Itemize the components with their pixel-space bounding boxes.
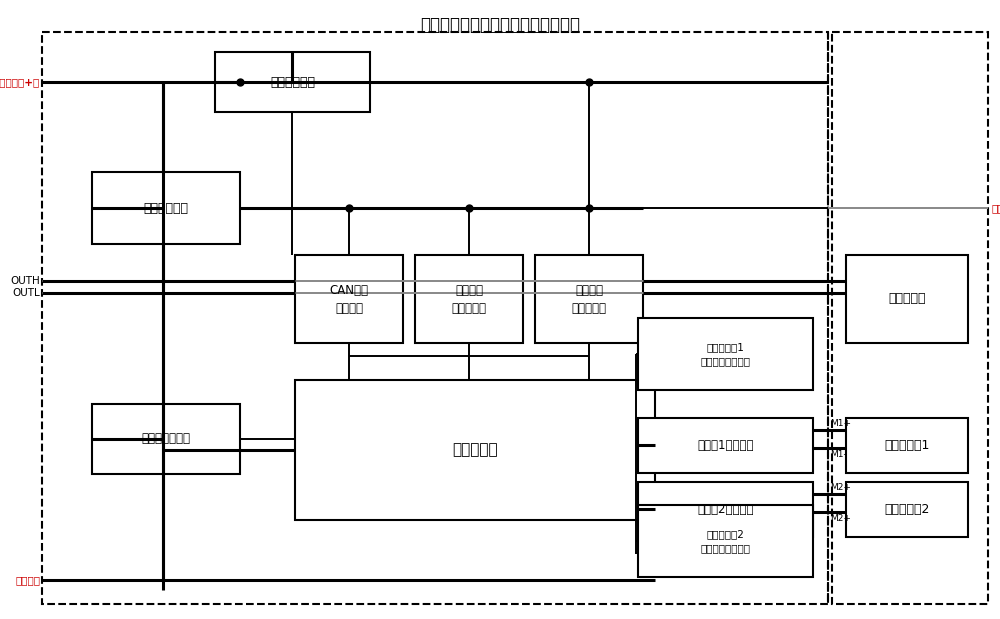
Bar (638, 318, 813, 390)
Text: 电子真空泵2
工作电流检测电路: 电子真空泵2 工作电流检测电路 (700, 529, 750, 553)
Text: 单片机电路: 单片机电路 (452, 443, 498, 457)
Text: 电子真空泵2: 电子真空泵2 (884, 503, 930, 516)
Bar (415, 255, 523, 343)
Text: 真空泵1驱动电路: 真空泵1驱动电路 (697, 439, 754, 452)
Text: 单片机调试电路: 单片机调试电路 (142, 433, 190, 446)
Text: M2+: M2+ (830, 483, 851, 492)
Bar (638, 418, 813, 473)
Text: M2+: M2+ (830, 514, 851, 523)
Text: 电源负极: 电源负极 (15, 575, 40, 585)
Text: M1+: M1+ (830, 419, 851, 428)
Bar (535, 255, 643, 343)
Text: 电源处理电路: 电源处理电路 (144, 202, 188, 215)
Bar (638, 482, 813, 537)
Bar (92, 172, 240, 244)
Text: 真空助力器: 真空助力器 (888, 293, 926, 306)
Text: 电压检测电路: 电压检测电路 (270, 76, 315, 89)
Text: OUTH: OUTH (10, 276, 40, 286)
Text: M1-: M1- (830, 450, 847, 459)
Text: 电子真空泵1
工作电流检测电路: 电子真空泵1 工作电流检测电路 (700, 342, 750, 366)
Text: 电子真空泵1: 电子真空泵1 (884, 439, 930, 452)
Bar (846, 255, 968, 343)
Text: 外界大气: 外界大气 (992, 203, 1000, 213)
Bar (295, 380, 655, 520)
Bar (638, 505, 813, 577)
Bar (215, 52, 370, 112)
Text: 真空压力
传感器电路: 真空压力 传感器电路 (572, 284, 606, 314)
Bar (846, 418, 968, 473)
Bar (92, 404, 240, 474)
Text: 真空泵2驱动电路: 真空泵2驱动电路 (697, 503, 754, 516)
Text: 电源正极（+）: 电源正极（+） (0, 77, 40, 87)
Bar (295, 255, 403, 343)
Bar (832, 32, 988, 604)
Bar (42, 32, 828, 604)
Text: 大气压力
传感器电路: 大气压力 传感器电路 (452, 284, 486, 314)
Text: OUTL: OUTL (12, 288, 40, 298)
Text: CAN总线
通信电路: CAN总线 通信电路 (330, 284, 368, 314)
Bar (846, 482, 968, 537)
Text: 新能源汽车真空泵控制器系统方框图: 新能源汽车真空泵控制器系统方框图 (420, 16, 580, 34)
